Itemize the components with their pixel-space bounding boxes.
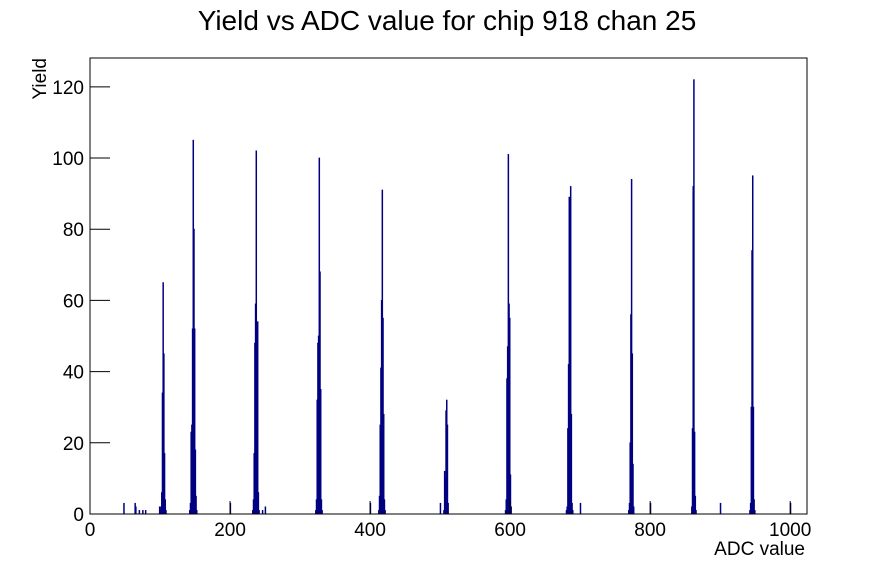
- bar: [579, 502, 582, 515]
- bar: [196, 510, 198, 515]
- y-tick-label: 60: [63, 291, 84, 312]
- y-tick-label: 40: [63, 363, 84, 384]
- bar: [382, 413, 385, 515]
- bar: [719, 502, 722, 515]
- bar: [319, 389, 322, 515]
- bar: [384, 510, 386, 515]
- y-axis-label: Yield: [30, 58, 51, 100]
- bar: [572, 510, 574, 515]
- y-tick-label: 0: [73, 505, 84, 526]
- y-tick-label: 20: [63, 434, 84, 455]
- bar: [135, 506, 137, 515]
- x-tick-label: 0: [85, 520, 96, 541]
- bar: [439, 502, 442, 515]
- bar: [142, 510, 144, 515]
- bar: [632, 506, 635, 515]
- x-tick-label: 1000: [769, 520, 811, 541]
- bar: [695, 510, 697, 515]
- x-tick-label: 200: [214, 520, 246, 541]
- bar: [446, 424, 449, 515]
- bar: [510, 506, 512, 515]
- bar: [123, 502, 125, 515]
- y-tick-label: 80: [63, 220, 84, 241]
- bar: [752, 406, 755, 515]
- bar: [754, 510, 756, 515]
- bar: [261, 510, 264, 515]
- x-tick-label: 800: [634, 520, 666, 541]
- y-tick-label: 120: [52, 78, 84, 99]
- bar: [447, 502, 449, 515]
- plot-frame: [89, 57, 808, 515]
- x-tick-label: 600: [494, 520, 526, 541]
- bar: [165, 510, 167, 515]
- bar: [144, 510, 147, 515]
- bar: [264, 506, 267, 515]
- y-tick-label: 100: [52, 149, 84, 170]
- bar: [258, 510, 260, 515]
- bar: [570, 413, 573, 515]
- bar: [256, 321, 259, 515]
- bar: [321, 510, 323, 515]
- x-axis-label: ADC value: [714, 539, 805, 560]
- bar: [138, 510, 141, 515]
- chart-title: Yield vs ADC value for chip 918 chan 25: [198, 5, 697, 36]
- x-tick-label: 400: [354, 520, 386, 541]
